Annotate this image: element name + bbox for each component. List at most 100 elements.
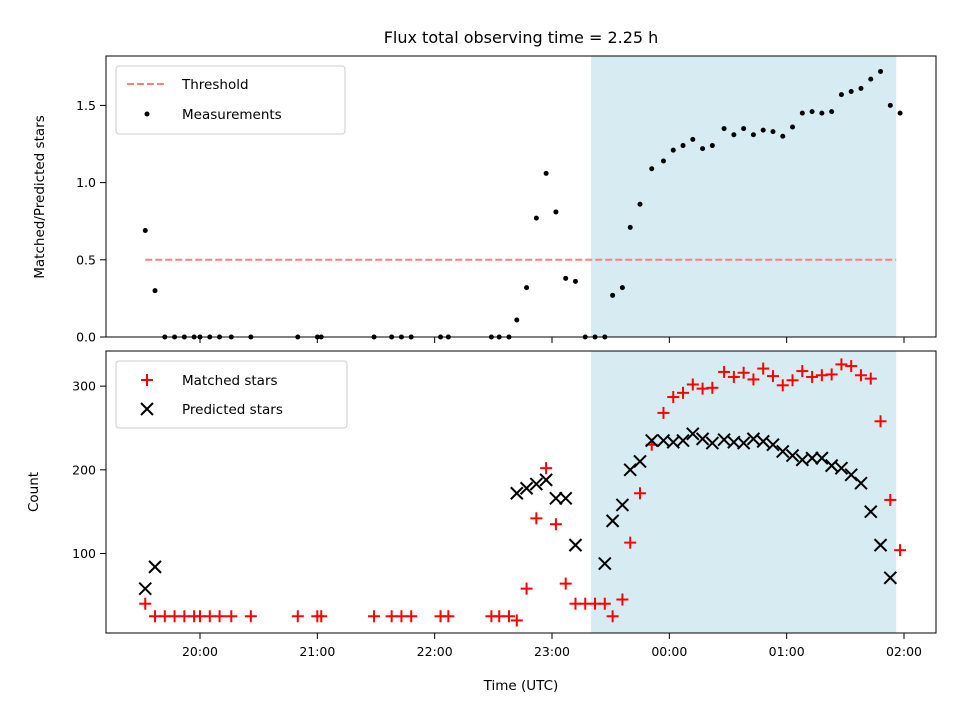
- matched-star-point: [845, 360, 858, 373]
- x-axis-label: Time (UTC): [483, 678, 559, 694]
- matched-star-point: [368, 610, 381, 623]
- measurement-point: [741, 126, 747, 132]
- matched-star-point: [616, 593, 629, 606]
- matched-star-point: [854, 369, 867, 382]
- matched-star-point: [786, 374, 799, 387]
- matched-star-point: [502, 610, 515, 623]
- measurement-point: [563, 275, 569, 281]
- matched-star-point: [291, 610, 304, 623]
- x-tick-label: 02:00: [886, 644, 922, 659]
- top-y-tick-label: 1.5: [76, 98, 96, 113]
- matched-star-point: [864, 372, 877, 385]
- measurement-point: [809, 109, 815, 115]
- matched-star-point: [606, 610, 619, 623]
- measurement-point: [790, 124, 796, 130]
- matched-star-point: [213, 610, 226, 623]
- measurement-point: [514, 317, 520, 323]
- matched-star-point: [667, 391, 680, 404]
- predicted-star-point: [705, 436, 720, 450]
- matched-star-point: [598, 597, 611, 610]
- predicted-star-point: [766, 438, 780, 452]
- predicted-star-point: [815, 451, 829, 465]
- top-plot-frame: [105, 55, 937, 338]
- matched-star-point: [766, 370, 779, 383]
- matched-legend-handle: [141, 374, 153, 386]
- matched-star-point: [315, 610, 328, 623]
- matched-star-point: [737, 366, 750, 379]
- predicted-star-point: [510, 486, 524, 500]
- matched-star-point: [657, 406, 670, 419]
- x-tick-label: 23:00: [534, 644, 570, 659]
- matched-star-point: [806, 370, 819, 383]
- predicted-star-point: [676, 433, 690, 448]
- bottom-legend-box: [115, 360, 348, 429]
- bottom-legend: Matched stars Predicted stars: [115, 360, 348, 429]
- measurement-point: [780, 133, 786, 139]
- threshold-legend-label: Threshold: [181, 77, 249, 93]
- predicted-star-point: [615, 498, 630, 512]
- bottom-panel: 100 200 300 20:00 21:00 22:00 23:00 00:00 01:00 0…: [26, 350, 937, 694]
- measurement-point: [887, 102, 893, 108]
- bottom-highlight-layer: [591, 351, 897, 633]
- predicted-star-point: [756, 434, 770, 449]
- predicted-star-point: [605, 514, 620, 528]
- observing-window-span: [591, 351, 897, 633]
- matched-star-point: [510, 614, 523, 627]
- matched-star-point: [706, 381, 719, 394]
- measurement-point: [858, 85, 864, 91]
- matched-star-point: [624, 536, 637, 549]
- matched-star-point: [776, 379, 789, 392]
- matched-star-point: [747, 373, 760, 386]
- measurement-point: [533, 215, 539, 221]
- predicted-legend-handle: [140, 402, 154, 416]
- bottom-y-tick-label: 300: [72, 379, 96, 394]
- x-tick-label: 22:00: [417, 644, 453, 659]
- predicted-star-point: [645, 433, 659, 448]
- measurement-point: [619, 285, 625, 291]
- predicted-star-point: [776, 444, 790, 459]
- measurement-point: [649, 166, 655, 172]
- measurement-point: [848, 89, 854, 95]
- top-ticks-layer: 0.0 0.5 1.0 1.5: [76, 98, 905, 345]
- measurements-legend-handle: [144, 111, 150, 117]
- matched-star-point: [442, 610, 455, 623]
- predicted-star-point: [539, 473, 553, 487]
- matched-star-point: [139, 597, 152, 610]
- bottom-y-tick-label: 100: [72, 546, 96, 561]
- top-highlight-layer: [591, 56, 897, 337]
- measurement-point: [627, 224, 633, 230]
- predicted-star-point: [785, 448, 800, 463]
- matched-star-point: [520, 582, 533, 595]
- matched-star-point: [549, 518, 562, 531]
- measurement-point: [897, 110, 903, 116]
- x-tick-label: 20:00: [182, 644, 218, 659]
- matched-star-point: [244, 610, 257, 623]
- measurement-point: [799, 110, 805, 116]
- x-tick-label: 01:00: [769, 644, 805, 659]
- predicted-legend-label: Predicted stars: [182, 402, 283, 418]
- measurement-point: [553, 209, 559, 215]
- measurement-point: [700, 146, 706, 152]
- matched-star-point: [757, 362, 770, 375]
- predicted-star-point: [824, 458, 839, 473]
- measurement-point: [878, 68, 884, 74]
- measurement-point: [142, 227, 148, 233]
- predicted-star-point: [148, 560, 162, 574]
- measurement-point: [572, 278, 578, 284]
- top-y-axis-label: Matched/Predicted stars: [32, 115, 48, 278]
- predicted-star-point: [864, 504, 878, 519]
- measurement-point: [680, 143, 686, 149]
- measurement-point: [524, 285, 530, 291]
- x-tick-label: 21:00: [299, 644, 335, 659]
- measurement-point: [637, 201, 643, 207]
- top-legend-box: [115, 65, 346, 135]
- predicted-star-point: [854, 476, 868, 490]
- bottom-y-tick-label: 200: [72, 462, 96, 477]
- measurement-point: [721, 126, 727, 132]
- measurement-point: [731, 132, 737, 138]
- predicted-star-point: [138, 581, 152, 596]
- top-y-tick-label: 0.0: [76, 330, 96, 345]
- matched-star-point: [884, 493, 897, 506]
- bottom-y-axis-label: Count: [26, 472, 42, 512]
